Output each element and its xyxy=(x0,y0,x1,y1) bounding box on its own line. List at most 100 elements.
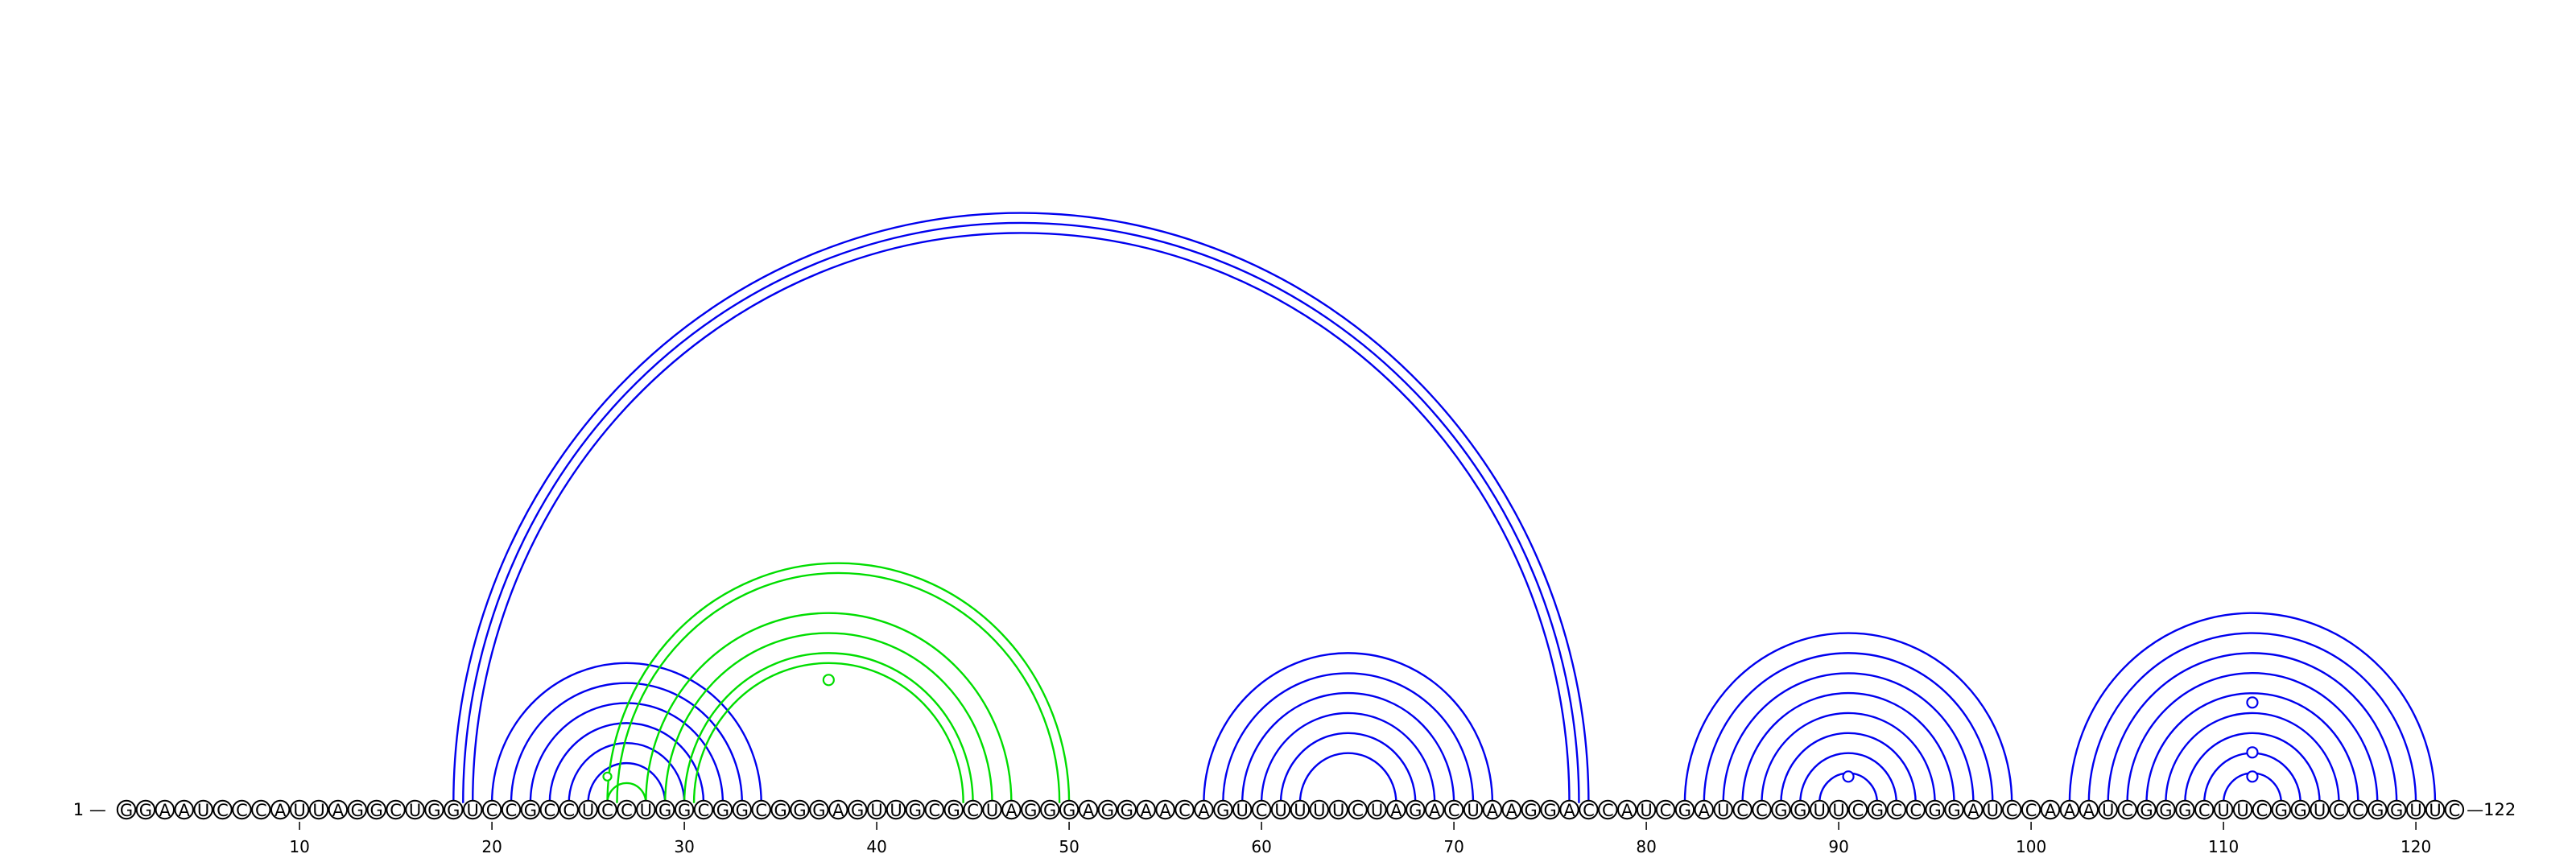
nucleotide-letter: A xyxy=(2045,801,2057,820)
nucleotide-letter: C xyxy=(486,801,498,820)
base-pair-arc-32 xyxy=(2107,652,2398,803)
nucleotide-letter: A xyxy=(179,801,191,820)
nucleotide-letter: A xyxy=(1967,801,1979,820)
nucleotide-66: U xyxy=(1367,799,1387,820)
nucleotide-letter: C xyxy=(928,801,940,820)
base-pair-arc-18 xyxy=(1241,691,1455,803)
nucleotide-letter: U xyxy=(409,801,421,820)
nucleotide-circle xyxy=(539,799,559,820)
base-pair-arc-33 xyxy=(2126,672,2379,803)
nucleotide-45: C xyxy=(963,799,983,820)
nucleotide-10: U xyxy=(289,799,310,820)
nucleotide-71: U xyxy=(1463,799,1484,820)
nucleotide-letter: G xyxy=(139,801,152,820)
nucleotide-110: U xyxy=(2213,799,2234,820)
nucleotide-103: A xyxy=(2079,799,2099,820)
nucleotide-circle xyxy=(1425,799,1445,820)
base-pair-arc-28 xyxy=(1799,752,1897,803)
sequence-start-label: 1 — xyxy=(73,800,106,819)
tick-label-30: 30 xyxy=(674,837,694,856)
nucleotide-46: U xyxy=(982,799,1002,820)
nucleotide-circle xyxy=(2079,799,2099,820)
nucleotide-72: A xyxy=(1482,799,1503,820)
nucleotide-letter: C xyxy=(1852,801,1864,820)
nucleotide-39: G xyxy=(848,799,868,820)
nucleotide-circle xyxy=(790,799,810,820)
tick-label-60: 60 xyxy=(1251,837,1271,856)
nucleotide-89: U xyxy=(1810,799,1830,820)
nucleotide-letter: A xyxy=(1563,801,1575,820)
base-pair-arc-19 xyxy=(1260,712,1436,803)
nucleotide-letter: U xyxy=(1294,801,1306,820)
nucleotide-circle xyxy=(1290,799,1311,820)
nucleotide-circle xyxy=(289,799,310,820)
base-pair-arc-35 xyxy=(2165,712,2340,803)
nucleotide-100: C xyxy=(2021,799,2041,820)
nucleotide-letter: C xyxy=(2006,801,2018,820)
nucleotide-58: G xyxy=(1213,799,1233,820)
nucleotide-circle xyxy=(2213,799,2234,820)
nucleotide-88: G xyxy=(1790,799,1810,820)
nucleotide-5: U xyxy=(193,799,213,820)
nucleotide-95: G xyxy=(1925,799,1945,820)
nucleotide-circle xyxy=(405,799,425,820)
nucleotide-circle xyxy=(1617,799,1637,820)
nucleotide-69: A xyxy=(1425,799,1445,820)
nucleotide-circle xyxy=(1059,799,1080,820)
nucleotide-43: C xyxy=(924,799,945,820)
nucleotide-circle xyxy=(1886,799,1907,820)
nucleotide-22: G xyxy=(520,799,541,820)
nucleotide-circle xyxy=(597,799,617,820)
nucleotide-letter: G xyxy=(447,801,460,820)
nucleotide-letter: C xyxy=(563,801,575,820)
nucleotide-letter: C xyxy=(601,801,613,820)
tick-label-70: 70 xyxy=(1443,837,1463,856)
nucleotide-circle xyxy=(636,799,656,820)
nucleotide-circle xyxy=(1636,799,1657,820)
nucleotide-circle xyxy=(2271,799,2292,820)
nucleotide-21: C xyxy=(501,799,522,820)
nucleotide-letter: G xyxy=(2371,801,2384,820)
nucleotide-letter: G xyxy=(658,801,671,820)
nucleotide-47: A xyxy=(1001,799,1022,820)
nucleotide-circle xyxy=(1694,799,1715,820)
nucleotide-letter: G xyxy=(947,801,960,820)
nucleotide-98: U xyxy=(1983,799,2003,820)
nucleotide-50: G xyxy=(1059,799,1080,820)
nucleotide-letter: G xyxy=(678,801,691,820)
nucleotide-letter: U xyxy=(986,801,998,820)
nucleotide-letter: U xyxy=(1814,801,1826,820)
nucleotide-circle xyxy=(1443,799,1464,820)
nucleotide-letter: U xyxy=(1832,801,1844,820)
nucleotide-circle xyxy=(1732,799,1752,820)
nucleotide-48: G xyxy=(1021,799,1041,820)
base-pair-arc-21 xyxy=(1298,752,1397,803)
nucleotide-59: U xyxy=(1232,799,1253,820)
nucleotide-75: G xyxy=(1540,799,1560,820)
nucleotide-circle xyxy=(2175,799,2195,820)
nucleotide-circle xyxy=(1270,799,1291,820)
nucleotide-circle xyxy=(1213,799,1233,820)
nucleotide-circle xyxy=(1771,799,1791,820)
nucleotide-circle xyxy=(1540,799,1560,820)
nucleotide-letter: U xyxy=(1987,801,1999,820)
nucleotide-letter: G xyxy=(351,801,364,820)
base-pair-arc-16 xyxy=(1203,652,1494,803)
nucleotide-letter: C xyxy=(1602,801,1614,820)
nucleotide-circle xyxy=(848,799,868,820)
base-pair-arc-26 xyxy=(1761,712,1936,803)
nucleotide-108: G xyxy=(2175,799,2195,820)
base-pair-arc-20 xyxy=(1279,732,1417,803)
nucleotide-9: A xyxy=(270,799,291,820)
nucleotide-circle xyxy=(1963,799,1984,820)
nucleotide-circle xyxy=(578,799,598,820)
base-pair-arc-11 xyxy=(616,571,1061,803)
base-pair-arc-0 xyxy=(452,212,1590,803)
nucleotide-letter: C xyxy=(2352,801,2364,820)
nucleotide-circle xyxy=(328,799,349,820)
nucleotide-circle xyxy=(1001,799,1022,820)
nucleotide-circle xyxy=(135,799,156,820)
nucleotide-circle xyxy=(770,799,791,820)
nucleotide-circle xyxy=(213,799,233,820)
